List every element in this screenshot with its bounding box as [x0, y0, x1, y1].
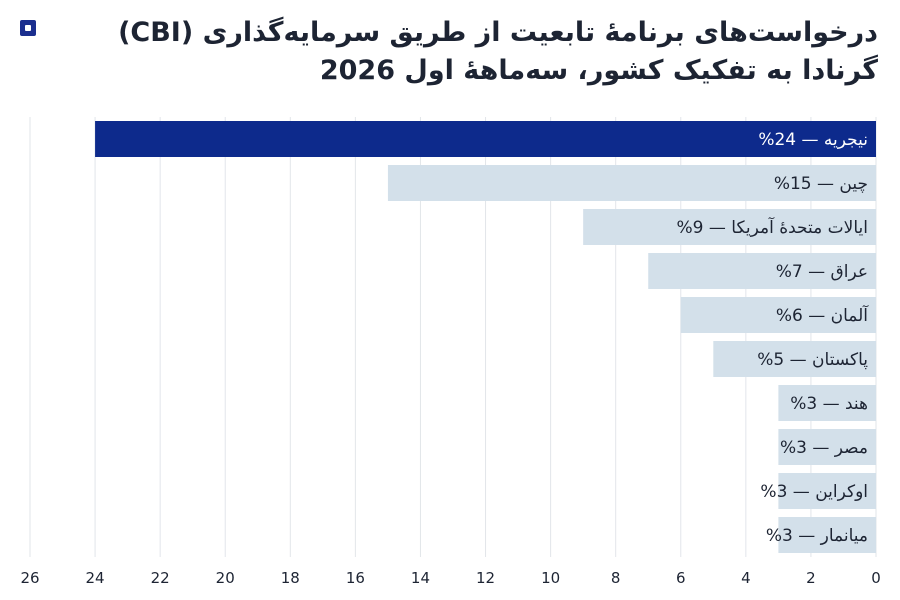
chart-title-line-1: درخواست‌های برنامهٔ تابعیت از طریق سرمای… [118, 17, 878, 48]
chart-title: درخواست‌های برنامهٔ تابعیت از طریق سرمای… [118, 14, 878, 90]
bar-label-4: آلمان — 6% [776, 304, 869, 326]
bar-4 [680, 297, 876, 333]
x-tick-label-11: 22 [151, 569, 170, 587]
x-tick-label-8: 16 [346, 569, 365, 587]
brand-logo-icon [20, 20, 36, 36]
x-tick-label-10: 20 [216, 569, 235, 587]
bar-5 [713, 341, 876, 377]
x-tick-label-6: 12 [476, 569, 495, 587]
bar-0 [95, 121, 877, 157]
bar-label-2: ایالات متحدهٔ آمریکا — 9% [677, 216, 868, 238]
x-tick-label-3: 6 [676, 569, 686, 587]
x-tick-label-13: 26 [20, 569, 39, 587]
bar-8 [778, 473, 876, 509]
bar-6 [778, 385, 876, 421]
x-tick-label-1: 2 [806, 569, 816, 587]
x-tick-label-12: 24 [86, 569, 105, 587]
x-tick-label-7: 14 [411, 569, 430, 587]
x-tick-label-5: 10 [541, 569, 560, 587]
bar-label-5: پاکستان — 5% [757, 350, 868, 370]
x-tick-label-9: 18 [281, 569, 300, 587]
bar-2 [583, 209, 876, 245]
bar-label-3: عراق — 7% [776, 262, 868, 282]
bar-label-8: اوکراین — 3% [760, 482, 868, 502]
bar-1 [387, 165, 876, 201]
bar-label-0: نیجریه — 24% [758, 130, 868, 150]
bar-label-7: مصر — 3% [780, 438, 868, 458]
x-tick-label-2: 4 [741, 569, 751, 587]
x-tick-label-4: 8 [611, 569, 621, 587]
bar-9 [778, 517, 876, 553]
bar-label-1: چین — 15% [774, 174, 868, 194]
bar-7 [778, 429, 876, 465]
bar-label-6: هند — 3% [790, 394, 868, 414]
chart-title-line-2: گرنادا به تفکیک کشور، سه‌ماههٔ اول 2026 [319, 55, 878, 86]
x-tick-label-0: 0 [871, 569, 881, 587]
bar-label-9: میانمار — 3% [766, 526, 868, 546]
bar-3 [648, 253, 876, 289]
